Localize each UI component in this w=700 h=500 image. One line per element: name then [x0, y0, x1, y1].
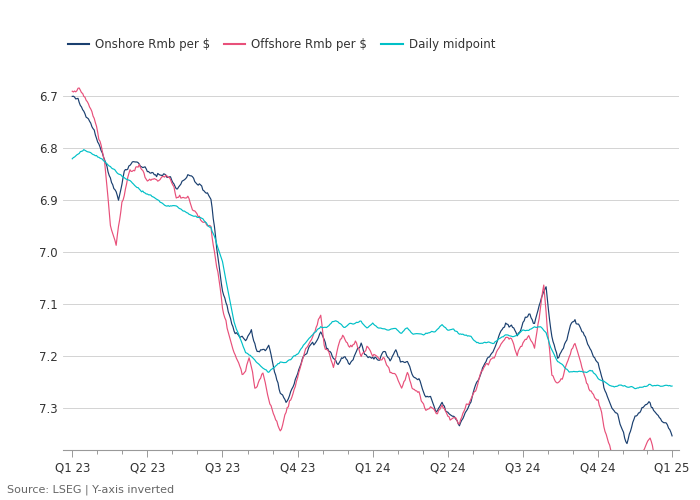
Offshore Rmb per $ [232, 355, 241, 361]
Onshore Rmb per $ [232, 330, 241, 336]
Daily midpoint [547, 344, 555, 350]
Offshore Rmb per $ [68, 88, 76, 94]
Onshore Rmb per $ [547, 326, 555, 332]
Daily midpoint [141, 190, 149, 196]
Daily midpoint [85, 149, 94, 155]
Onshore Rmb per $ [85, 118, 94, 124]
Legend: Onshore Rmb per $, Offshore Rmb per $, Daily midpoint: Onshore Rmb per $, Offshore Rmb per $, D… [63, 34, 500, 56]
Daily midpoint [80, 146, 88, 152]
Daily midpoint [600, 378, 608, 384]
Offshore Rmb per $ [141, 174, 149, 180]
Onshore Rmb per $ [623, 440, 631, 446]
Offshore Rmb per $ [75, 85, 83, 91]
Onshore Rmb per $ [600, 384, 608, 390]
Offshore Rmb per $ [600, 424, 608, 430]
Line: Onshore Rmb per $: Onshore Rmb per $ [72, 96, 672, 444]
Daily midpoint [668, 383, 676, 389]
Onshore Rmb per $ [68, 94, 76, 100]
Offshore Rmb per $ [85, 104, 94, 110]
Offshore Rmb per $ [547, 360, 555, 366]
Line: Daily midpoint: Daily midpoint [72, 150, 672, 388]
Onshore Rmb per $ [69, 93, 78, 99]
Line: Offshore Rmb per $: Offshore Rmb per $ [72, 88, 672, 493]
Offshore Rmb per $ [538, 288, 547, 294]
Daily midpoint [631, 386, 639, 392]
Text: Source: LSEG | Y-axis inverted: Source: LSEG | Y-axis inverted [7, 484, 174, 495]
Daily midpoint [68, 156, 76, 162]
Onshore Rmb per $ [538, 292, 547, 298]
Daily midpoint [232, 326, 241, 332]
Onshore Rmb per $ [141, 164, 149, 170]
Onshore Rmb per $ [668, 433, 676, 439]
Offshore Rmb per $ [668, 490, 676, 496]
Daily midpoint [538, 326, 547, 332]
